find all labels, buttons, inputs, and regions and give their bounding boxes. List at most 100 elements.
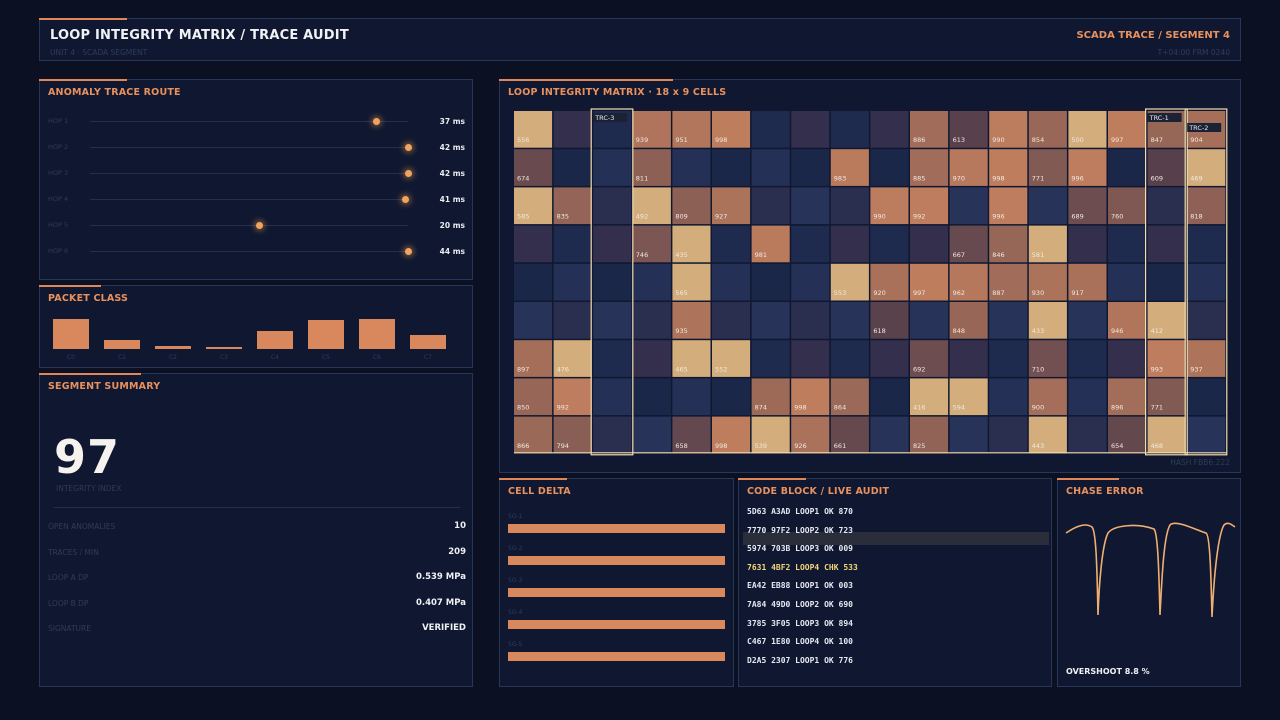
- matrix-cell: [672, 263, 711, 301]
- matrix-cell: [989, 225, 1028, 263]
- matrix-cell: [791, 111, 830, 148]
- matrix-cell: [1068, 111, 1107, 148]
- panel-title: ANOMALY TRACE ROUTE: [48, 87, 181, 98]
- hop-latency: 20 ms: [439, 221, 465, 230]
- matrix-cell: [593, 263, 632, 301]
- matrix-cell-value: 692: [913, 365, 925, 373]
- trace-outline[interactable]: [1144, 108, 1188, 456]
- hop-dot: [401, 196, 409, 203]
- matrix-cell: [949, 225, 988, 263]
- page-subtitle: UNIT 4 · SCADA SEGMENT: [50, 48, 148, 57]
- hop-track: [90, 225, 408, 226]
- summary-value: 10: [454, 521, 466, 531]
- matrix-cell: [989, 378, 1028, 416]
- matrix-cell: [593, 225, 632, 263]
- summary-label: OPEN ANOMALIES: [48, 522, 116, 531]
- matrix-cell: [870, 302, 909, 339]
- matrix-cell: [1187, 416, 1226, 454]
- trace-outline[interactable]: [1184, 108, 1228, 456]
- summary-row: TRACES / MIN 209: [48, 547, 466, 559]
- matrix-cell: [830, 187, 869, 225]
- hop-label: HOP 3: [48, 169, 69, 177]
- matrix-cell-value: 997: [1111, 136, 1123, 144]
- matrix-cell: [989, 187, 1028, 225]
- matrix-cell-value: 896: [1111, 404, 1123, 412]
- matrix-cell: [672, 187, 711, 225]
- matrix-cell-value: 613: [953, 136, 965, 144]
- matrix-cell-value: 661: [834, 442, 846, 450]
- matrix-cell-value: 951: [675, 136, 687, 144]
- matrix-cell: [1028, 340, 1067, 377]
- anomaly-trace-route-panel: ANOMALY TRACE ROUTE HOP 1 37 ms HOP 2 42 ms…: [39, 79, 473, 280]
- matrix-cell: [1187, 225, 1226, 263]
- matrix-cell: [751, 416, 790, 454]
- matrix-cell-value: 996: [1071, 174, 1083, 182]
- matrix-cell: [553, 111, 592, 148]
- frame-meta: T+04:00 FRM 0240: [1157, 48, 1230, 57]
- matrix-cell: [989, 149, 1028, 186]
- matrix-cell-value: 609: [1151, 174, 1163, 182]
- matrix-cell-value: 990: [873, 213, 885, 221]
- matrix-cell-value: 992: [913, 213, 925, 221]
- matrix-cell: [989, 302, 1028, 339]
- hop-label: HOP 1: [48, 117, 69, 125]
- summary-value: 0.539 MPa: [415, 572, 466, 582]
- matrix-cell-value: 847: [1151, 136, 1163, 144]
- hop-row: HOP 1 37 ms: [40, 116, 472, 128]
- matrix-cell: [791, 225, 830, 263]
- matrix-cell: [1147, 149, 1186, 186]
- packet-class-bar: [359, 319, 395, 349]
- matrix-cell: [1068, 263, 1107, 301]
- matrix-cell: [830, 378, 869, 416]
- matrix-cell-value: 927: [715, 213, 727, 221]
- trace-outline[interactable]: [590, 108, 634, 456]
- cell-delta-bar: [508, 588, 725, 597]
- packet-class-label: C7: [423, 354, 432, 361]
- matrix-cell-value: 539: [755, 442, 767, 450]
- matrix-cell-value: 771: [1032, 174, 1044, 182]
- matrix-cell-value: 846: [992, 251, 1004, 259]
- matrix-cell-value: 594: [953, 404, 965, 412]
- matrix-cell: [870, 416, 909, 454]
- matrix-cell: [712, 378, 751, 416]
- trace-tag: [593, 113, 628, 122]
- matrix-cell: [632, 187, 671, 225]
- matrix-cell: [830, 111, 869, 148]
- matrix-cell: [672, 416, 711, 454]
- matrix-cell: [632, 416, 671, 454]
- matrix-cell-value: 746: [636, 251, 648, 259]
- matrix-cell: [593, 187, 632, 225]
- matrix-cell: [1147, 378, 1186, 416]
- matrix-cell: [593, 149, 632, 186]
- panel-title: CHASE ERROR: [1066, 486, 1144, 497]
- matrix-cell-value: 667: [953, 251, 965, 259]
- trace-label: TRC-3: [594, 114, 614, 122]
- matrix-cell: [632, 378, 671, 416]
- hop-latency: 37 ms: [439, 117, 465, 126]
- matrix-cell-value: 848: [953, 327, 965, 335]
- matrix-cell: [712, 416, 751, 454]
- matrix-cell: [632, 340, 671, 377]
- summary-label: TRACES / MIN: [48, 547, 99, 557]
- packet-class-label: C5: [321, 354, 330, 361]
- matrix-cell: [1187, 187, 1226, 225]
- matrix-cell: [1187, 149, 1226, 186]
- matrix-cell: [949, 378, 988, 416]
- matrix-cell: [751, 225, 790, 263]
- matrix-cell: [1028, 149, 1067, 186]
- summary-label: SIGNATURE: [48, 624, 91, 633]
- matrix-cell: [830, 340, 869, 377]
- matrix-cell: [514, 340, 553, 377]
- matrix-cell: [751, 302, 790, 339]
- hop-row: HOP 4 41 ms: [40, 194, 472, 206]
- matrix-cell: [632, 302, 671, 339]
- hop-dot: [255, 222, 263, 229]
- matrix-cell: [1108, 263, 1147, 301]
- matrix-cell-value: 476: [557, 365, 569, 373]
- matrix-cell: [1147, 302, 1186, 339]
- packet-class-label: C3: [219, 354, 228, 361]
- audit-line: 7631 4BF2 LOOP4 CHK 533: [747, 562, 858, 572]
- matrix-cell: [791, 187, 830, 225]
- matrix-cell: [1147, 263, 1186, 301]
- matrix-cell: [910, 187, 949, 225]
